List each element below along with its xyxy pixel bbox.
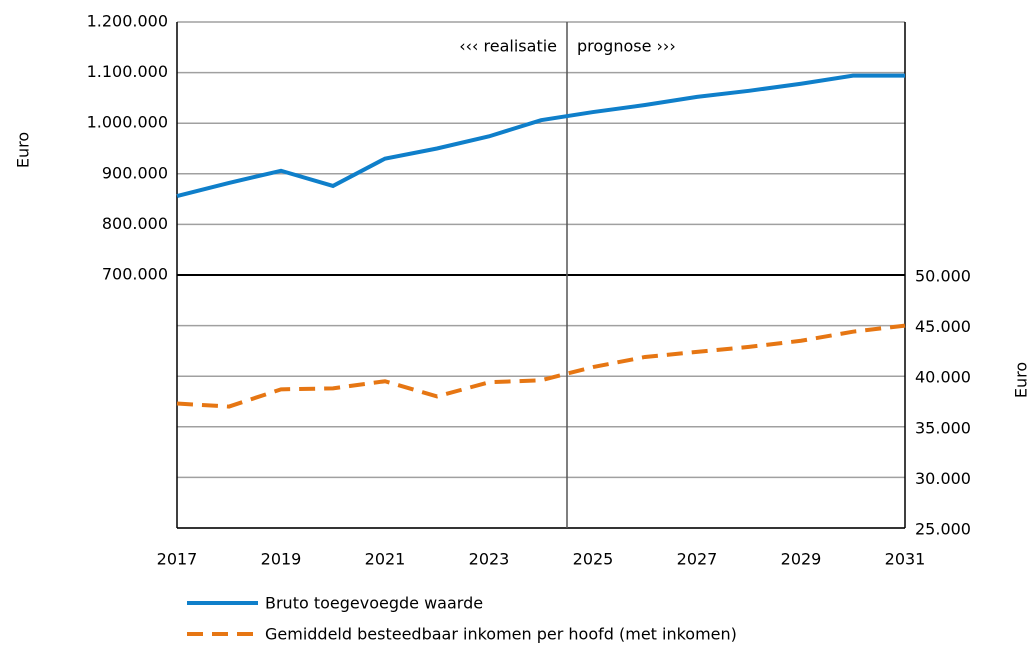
y2-tick-label: 25.000 bbox=[915, 520, 971, 539]
y2-tick-label: 35.000 bbox=[915, 418, 971, 437]
y2-axis-label: Euro bbox=[1012, 362, 1031, 398]
x-tick-label: 2029 bbox=[781, 550, 822, 569]
y-tick-label: 700.000 bbox=[102, 265, 168, 284]
x-tick-label: 2023 bbox=[469, 550, 510, 569]
divider-label: prognose ››› bbox=[577, 37, 676, 56]
x-tick-label: 2021 bbox=[365, 550, 406, 569]
divider-label: ‹‹‹ realisatie bbox=[459, 37, 557, 56]
x-tick-label: 2031 bbox=[885, 550, 926, 569]
legend-label: Gemiddeld besteedbaar inkomen per hoofd … bbox=[265, 625, 737, 644]
y-tick-label: 1.000.000 bbox=[87, 113, 168, 132]
y-tick-label: 1.100.000 bbox=[87, 62, 168, 81]
x-tick-label: 2017 bbox=[157, 550, 198, 569]
x-tick-label: 2025 bbox=[573, 550, 614, 569]
y-tick-label: 1.200.000 bbox=[87, 12, 168, 31]
y2-tick-label: 50.000 bbox=[915, 267, 971, 286]
data-line bbox=[176, 73, 905, 199]
data-line bbox=[176, 323, 906, 409]
y-tick-label: 900.000 bbox=[102, 163, 168, 182]
y-tick-label: 800.000 bbox=[102, 214, 168, 233]
y2-tick-label: 30.000 bbox=[915, 469, 971, 488]
y2-tick-label: 40.000 bbox=[915, 368, 971, 387]
y2-tick-label: 45.000 bbox=[915, 317, 971, 336]
x-tick-label: 2019 bbox=[261, 550, 302, 569]
y-axis-label: Euro bbox=[14, 132, 33, 168]
legend-label: Bruto toegevoegde waarde bbox=[265, 594, 483, 613]
x-tick-label: 2027 bbox=[677, 550, 718, 569]
